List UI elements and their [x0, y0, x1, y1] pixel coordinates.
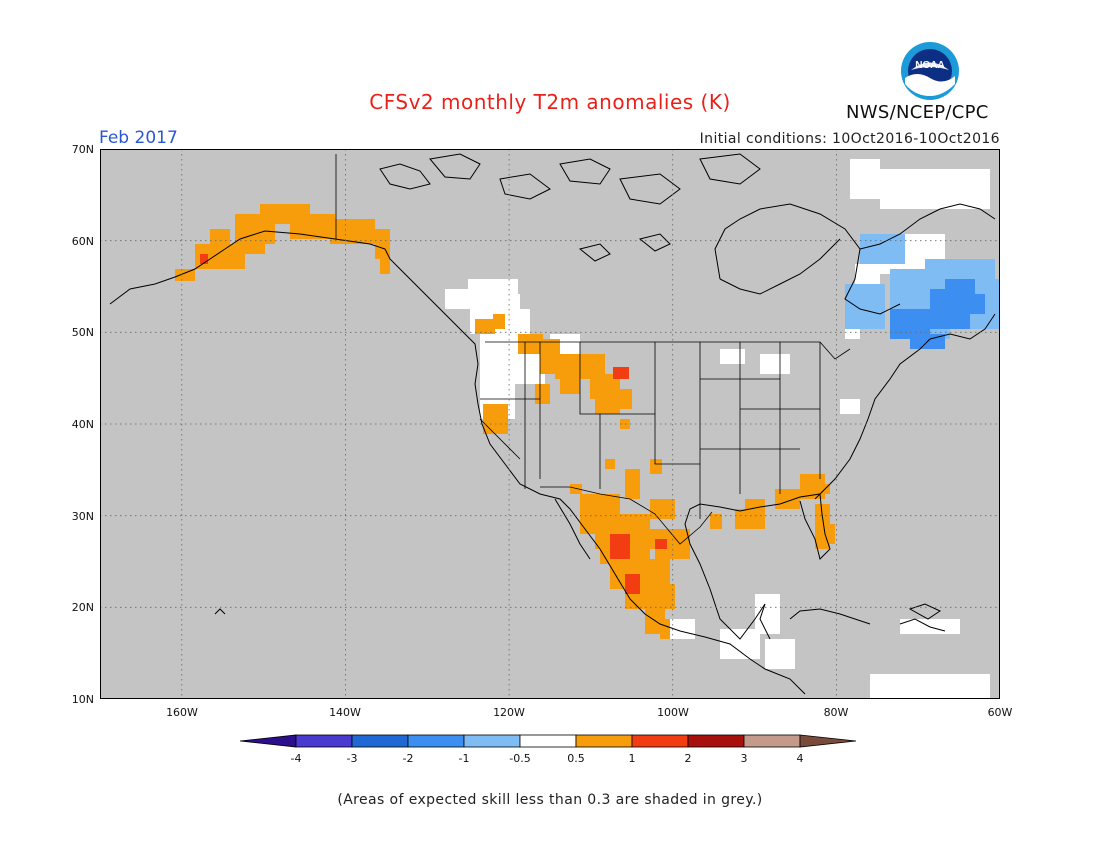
colorbar-label: 2 [684, 752, 692, 765]
coastlines [109, 203, 996, 695]
borders [335, 154, 851, 545]
lat-label: 70N [71, 143, 94, 156]
colorbar-label: -4 [290, 752, 302, 765]
footnote: (Areas of expected skill less than 0.3 a… [337, 792, 763, 808]
colorbar-cell [799, 734, 857, 748]
org-label: NWS/NCEP/CPC [846, 102, 989, 123]
lon-label: 120W [493, 706, 525, 719]
colorbar-cell [575, 734, 633, 748]
colorbar-cell [351, 734, 409, 748]
lat-label: 20N [71, 601, 94, 614]
lon-label: 140W [329, 706, 361, 719]
lat-label: 50N [71, 326, 94, 339]
lon-label: 160W [166, 706, 198, 719]
lon-label: 60W [987, 706, 1013, 719]
lat-label: 10N [71, 693, 94, 706]
lat-label: 60N [71, 235, 94, 248]
colorbar-label: -2 [402, 752, 414, 765]
colorbar-label: 4 [796, 752, 804, 765]
lon-gridlines [181, 149, 837, 699]
colorbar [240, 734, 857, 748]
lat-gridlines [100, 240, 1000, 608]
lon-label: 80W [823, 706, 849, 719]
logo-text: NOAA [915, 60, 944, 71]
colorbar-label: -0.5 [509, 752, 531, 765]
colorbar-cell [687, 734, 745, 748]
lat-label: 40N [71, 418, 94, 431]
map-frame [100, 149, 1000, 699]
colorbar-cell [407, 734, 465, 748]
forecast-period: Feb 2017 [99, 128, 178, 148]
alaska-strong-anomaly [200, 254, 208, 264]
colorbar-label: -3 [346, 752, 358, 765]
colorbar-cell [631, 734, 689, 748]
anomaly-map [100, 149, 1000, 699]
colorbar-cell [295, 734, 353, 748]
colorbar-label: 0.5 [567, 752, 585, 765]
colorbar-cell [743, 734, 801, 748]
colorbar-cell [519, 734, 577, 748]
colorbar-label: 3 [740, 752, 748, 765]
colorbar-label: 1 [628, 752, 636, 765]
chart-title: CFSv2 monthly T2m anomalies (K) [369, 90, 731, 114]
noaa-logo-icon: NOAA [901, 42, 959, 100]
lon-label: 100W [657, 706, 689, 719]
lat-label: 30N [71, 510, 94, 523]
colorbar-cell [463, 734, 521, 748]
initial-conditions: Initial conditions: 10Oct2016-10Oct2016 [699, 131, 1000, 147]
mexico-strong-anomaly [610, 534, 667, 594]
alaska-warm-anomaly [175, 204, 390, 281]
islands [379, 153, 942, 620]
colorbar-label: -1 [458, 752, 470, 765]
plains-strong-anomaly [613, 367, 629, 379]
colorbar-cell [240, 734, 297, 748]
